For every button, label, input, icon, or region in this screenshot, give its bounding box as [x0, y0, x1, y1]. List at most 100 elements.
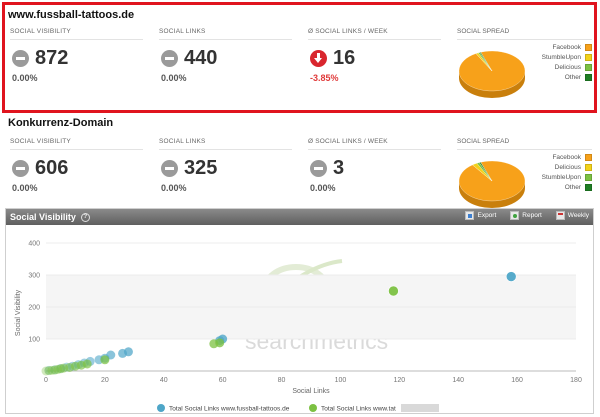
domain-title: www.fussball-tattoos.de [8, 9, 135, 21]
neutral-trend-icon [12, 159, 29, 177]
legend-item-facebook: Facebook [530, 152, 592, 162]
legend-swatch [585, 73, 592, 81]
legend-label: StumbleUpon [541, 53, 581, 61]
spread-label: SOCIAL SPREAD [457, 28, 592, 40]
data-point[interactable] [505, 271, 517, 282]
panel-actions: Export Report Weekly [451, 211, 589, 220]
social-spread: SOCIAL SPREAD Facebook Delicious StumbleUp… [457, 138, 592, 218]
down-arrow-icon [310, 49, 327, 67]
metric-social-links: SOCIAL LINKS 325 0.00% [159, 138, 292, 218]
legend-item-stumbleupon: StumbleUpon [530, 52, 592, 62]
legend-item-stumbleupon: StumbleUpon [530, 172, 592, 182]
data-point[interactable] [100, 355, 110, 365]
data-point[interactable] [388, 285, 399, 297]
metric-label: SOCIAL LINKS [159, 138, 292, 150]
metric-value: 606 [35, 156, 69, 179]
report-label: Report [522, 212, 542, 219]
metric-change: -3.85% [310, 73, 339, 83]
social-spread-pie [458, 160, 526, 208]
metric-value: 16 [333, 46, 356, 69]
x-tick-label: 140 [452, 377, 464, 384]
data-point[interactable] [44, 366, 54, 376]
neutral-trend-icon [161, 159, 178, 177]
panel-header: Social Visibility ? Export Report Weekly [6, 209, 593, 225]
x-tick-label: 60 [219, 377, 227, 384]
y-tick-label: 100 [28, 337, 40, 344]
metrics-row: SOCIAL VISIBILITY 872 0.00% SOCIAL LINKS… [10, 28, 592, 108]
y-axis-label: Social Visibility [15, 289, 22, 336]
x-tick-label: 100 [335, 377, 347, 384]
legend-label: Facebook [552, 153, 581, 161]
y-tick-label: 300 [28, 273, 40, 280]
pie-slice-other [479, 162, 493, 182]
data-point[interactable] [47, 365, 57, 375]
export-icon [465, 211, 475, 220]
metric-change: 0.00% [12, 183, 38, 193]
metric-change: 0.00% [12, 73, 38, 83]
x-tick-label: 40 [160, 377, 168, 384]
weekly-label: Weekly [567, 212, 589, 219]
x-tick-label: 180 [570, 377, 582, 384]
data-point[interactable] [41, 366, 51, 376]
x-tick-label: 0 [44, 377, 48, 384]
chart-legend-item[interactable]: Total Social Links www.tat [309, 404, 396, 413]
legend-marker [157, 404, 165, 412]
metric-value: 3 [333, 156, 345, 179]
x-tick-label: 20 [101, 377, 109, 384]
legend-series-label: Total Social Links www.fussball-tattoos.… [169, 406, 290, 413]
panel-title: Social Visibility [10, 212, 76, 222]
scatter-chart: searchmetrics 0 20 40 60 80 100 120 140 160 18010… [15, 241, 582, 413]
neutral-trend-icon [12, 49, 29, 67]
legend-swatch [585, 43, 592, 51]
metric-change: 0.00% [310, 183, 336, 193]
question-icon[interactable]: ? [80, 212, 90, 222]
weekly-button[interactable]: Weekly [555, 211, 589, 220]
neutral-trend-icon [310, 159, 327, 177]
data-point[interactable] [44, 365, 54, 375]
legend-item-other: Other [530, 182, 592, 192]
own-domain-highlight [2, 2, 597, 113]
social-spread-pie [458, 50, 526, 98]
data-point[interactable] [215, 338, 225, 348]
spread-legend: Facebook StumbleUpon Delicious Other [530, 42, 592, 82]
data-point[interactable] [82, 359, 92, 369]
metric-value: 440 [184, 46, 218, 69]
legend-marker [309, 404, 317, 412]
metric-social-visibility: SOCIAL VISIBILITY 606 0.00% [10, 138, 143, 218]
legend-label: StumbleUpon [541, 173, 581, 181]
metrics-row: SOCIAL VISIBILITY 606 0.00% SOCIAL LINKS… [10, 138, 592, 218]
metric-social-visibility: SOCIAL VISIBILITY 872 0.00% [10, 28, 143, 108]
legend-swatch [585, 153, 592, 161]
metric-label: SOCIAL LINKS [159, 28, 292, 40]
competitor-title: Konkurrenz-Domain [8, 117, 114, 129]
metric-change: 0.00% [161, 73, 187, 83]
legend-item-delicious: Delicious [530, 62, 592, 72]
legend-label: Other [564, 73, 581, 81]
export-label: Export [477, 212, 497, 219]
metric-label: SOCIAL VISIBILITY [10, 138, 143, 150]
export-button[interactable]: Export [465, 211, 496, 220]
data-point[interactable] [123, 347, 133, 357]
y-tick-label: 200 [28, 305, 40, 312]
legend-label: Facebook [552, 43, 581, 51]
x-tick-label: 120 [393, 377, 405, 384]
neutral-trend-icon [161, 49, 178, 67]
redaction-bar [401, 404, 439, 412]
legend-label: Delicious [554, 63, 581, 71]
legend-swatch [585, 173, 592, 181]
report-icon [510, 211, 520, 220]
chart-legend-item[interactable]: Total Social Links www.fussball-tattoos.… [157, 404, 290, 413]
x-tick-label: 80 [278, 377, 286, 384]
legend-label: Delicious [554, 163, 581, 171]
calendar-icon [555, 211, 565, 220]
social-visibility-panel: Social Visibility ? Export Report Weekly… [5, 208, 594, 414]
metric-social-links-week: Ø SOCIAL LINKS / WEEK 3 0.00% [308, 138, 441, 218]
spread-legend: Facebook Delicious StumbleUpon Other [530, 152, 592, 192]
social-spread: SOCIAL SPREAD Facebook StumbleUpon Delicio… [457, 28, 592, 108]
report-button[interactable]: Report [510, 211, 542, 220]
legend-swatch [585, 63, 592, 71]
legend-label: Other [564, 183, 581, 191]
metric-value: 325 [184, 156, 218, 179]
legend-series-label: Total Social Links www.tat [321, 406, 396, 413]
x-tick-label: 160 [511, 377, 523, 384]
